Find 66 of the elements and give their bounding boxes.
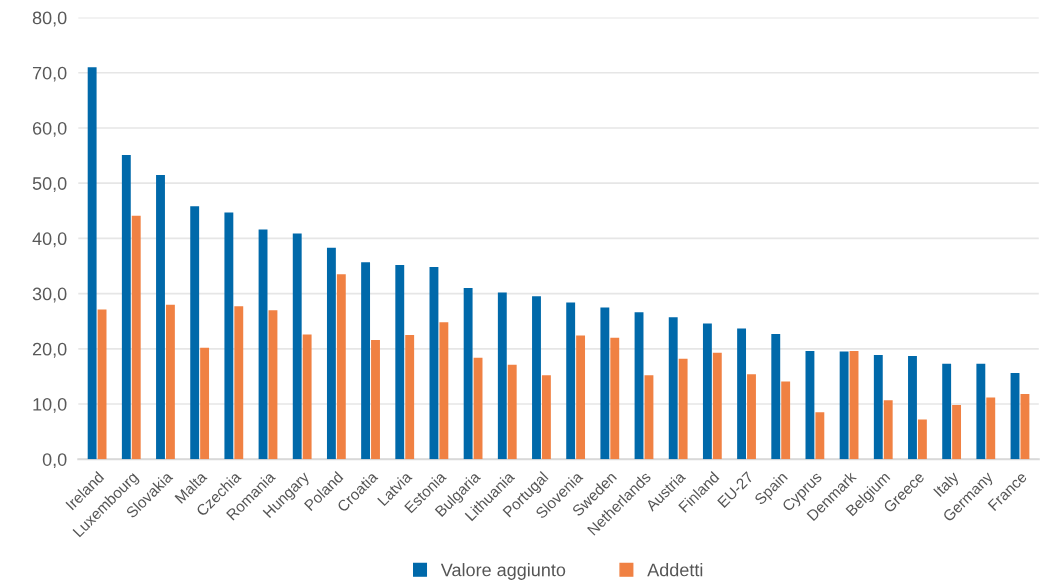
y-tick-label: 10,0 [33,397,67,413]
bar [576,335,586,460]
bar [292,233,302,460]
bar [234,306,244,460]
bar [439,322,449,460]
bar [917,419,927,460]
bar [497,292,507,460]
bar [268,310,278,460]
bar [507,364,517,460]
y-tick-label: 70,0 [32,66,67,82]
bar [600,307,610,460]
bar [361,262,371,460]
bar [165,304,175,460]
bar [952,405,962,460]
y-tick-label: 40,0 [32,232,67,248]
bar [463,288,473,460]
bar [121,155,131,460]
bar [566,302,576,460]
bar [429,267,439,460]
bar [1010,373,1020,460]
bar [712,352,722,460]
y-tick-label: 20,0 [32,342,67,358]
bar [190,206,200,460]
bar [942,363,952,460]
bar [258,229,268,460]
bar [668,317,678,460]
bar [873,354,883,460]
bar [336,274,346,460]
bar [986,397,996,460]
bar [610,337,620,460]
y-tick-label: 50,0 [32,177,67,193]
bar [815,412,825,460]
bar [702,323,712,460]
bar [87,67,97,460]
bar [156,174,165,460]
bar [805,351,815,460]
bar [326,247,336,460]
bar [97,309,107,460]
bar [747,374,756,460]
legend-label: Valore aggiunto [440,563,566,580]
bar [541,375,551,460]
bar [737,328,747,460]
bar [224,212,234,460]
bar [781,381,791,460]
bar [908,355,917,460]
bar [849,351,859,460]
bar [976,363,986,460]
bar [1020,394,1030,460]
bar [678,358,688,460]
bar [839,351,849,460]
bar [883,400,893,460]
y-tick-label: 30,0 [32,287,67,303]
bar [644,375,654,460]
bar [771,333,781,460]
y-tick-label: 60,0 [32,121,67,137]
bar [371,339,380,460]
bar [200,347,210,460]
y-tick-label: 0,0 [42,453,67,469]
y-tick-label: 80,0 [32,11,67,27]
bar [405,335,415,460]
bar [532,296,541,460]
bar [395,264,405,460]
legend-label: Addetti [647,563,703,577]
bar [131,215,141,460]
bar [634,312,644,460]
bar [302,334,312,460]
